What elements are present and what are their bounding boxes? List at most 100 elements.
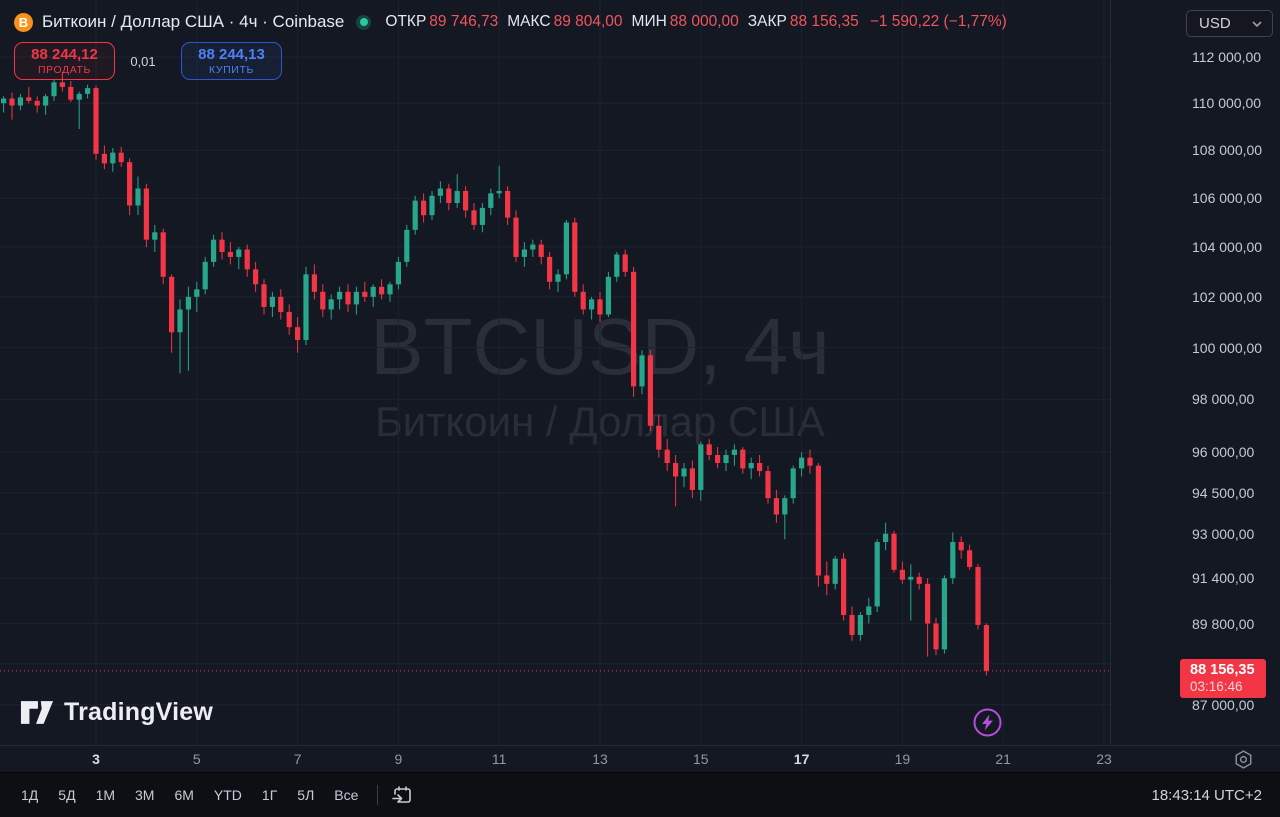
candle xyxy=(841,553,847,621)
candle xyxy=(17,93,23,111)
candle xyxy=(639,350,645,395)
tradingview-logo[interactable]: TradingView xyxy=(20,698,213,727)
sell-button[interactable]: 88 244,12 ПРОДАТЬ xyxy=(14,42,115,80)
range-button-5л[interactable]: 5Л xyxy=(290,782,321,808)
candle xyxy=(933,617,939,656)
candle xyxy=(76,91,82,129)
candle xyxy=(941,575,947,654)
candle xyxy=(118,146,124,167)
last-price-value: 88 156,35 xyxy=(1190,662,1255,678)
high-label: МАКС xyxy=(507,13,551,30)
time-axis-label: 9 xyxy=(394,751,403,767)
symbol-title[interactable]: Биткоин / Доллар США · 4ч · Coinbase xyxy=(42,12,345,31)
candle xyxy=(925,578,931,657)
bottom-toolbar: 1Д 5Д 1М 3М 6М YTD 1Г 5Л Все 18:43:14 UTC+2 xyxy=(0,772,1280,817)
range-button-1д[interactable]: 1Д xyxy=(14,782,45,808)
candle xyxy=(589,296,595,320)
close-value: 88 156,35 xyxy=(789,13,859,30)
candle xyxy=(496,165,502,199)
candle xyxy=(698,441,704,501)
low-value: 88 000,00 xyxy=(669,13,739,30)
price-axis[interactable]: 112 000,00 110 000,00 108 000,00 106 000,00… xyxy=(1110,0,1280,745)
candle xyxy=(479,203,485,233)
range-button-6м[interactable]: 6М xyxy=(167,782,200,808)
chart-legend: B Биткоин / Доллар США · 4ч · Coinbase О… xyxy=(14,9,1007,35)
range-button-5д[interactable]: 5Д xyxy=(51,782,82,808)
candle xyxy=(832,555,838,590)
candle xyxy=(916,572,922,590)
candlestick-chart[interactable] xyxy=(0,0,1110,745)
settings-gear-icon[interactable] xyxy=(1233,749,1254,770)
range-button-ytd[interactable]: YTD xyxy=(207,782,249,808)
candle xyxy=(664,438,670,472)
market-status-icon[interactable] xyxy=(356,14,372,30)
price-axis-label: 93 000,00 xyxy=(1192,525,1255,542)
currency-select[interactable]: USD xyxy=(1186,10,1273,37)
candle xyxy=(958,536,964,559)
candle xyxy=(967,544,973,570)
open-value: 89 746,73 xyxy=(429,13,499,30)
price-axis-label: 108 000,00 xyxy=(1192,142,1263,159)
range-button-3м[interactable]: 3М xyxy=(128,782,161,808)
price-axis-label: 98 000,00 xyxy=(1192,391,1255,408)
candle xyxy=(101,145,107,170)
price-axis-label: 91 400,00 xyxy=(1192,570,1255,587)
candle xyxy=(572,217,578,297)
price-axis-label: 106 000,00 xyxy=(1192,190,1263,207)
open-label: ОТКР xyxy=(385,13,427,30)
candle xyxy=(1,96,7,113)
candle xyxy=(362,281,368,302)
candle xyxy=(908,564,914,621)
buy-button[interactable]: 88 244,13 КУПИТЬ xyxy=(181,42,282,80)
time-axis-label: 13 xyxy=(592,751,608,767)
candle xyxy=(227,242,233,265)
candle xyxy=(891,530,897,573)
candle xyxy=(673,454,679,507)
candle xyxy=(605,271,611,318)
candle xyxy=(866,597,872,624)
toolbar-divider xyxy=(377,785,379,805)
candle xyxy=(404,224,410,267)
time-axis-label: 23 xyxy=(1096,751,1112,767)
time-axis-label: 19 xyxy=(894,751,911,767)
go-to-date-icon[interactable] xyxy=(390,782,416,808)
candle xyxy=(857,612,863,641)
candle xyxy=(85,84,91,99)
range-button-все[interactable]: Все xyxy=(327,782,365,808)
tradingview-logo-icon xyxy=(20,701,54,724)
candle xyxy=(278,289,284,320)
candle xyxy=(983,623,989,676)
candle xyxy=(269,291,275,318)
bitcoin-icon: B xyxy=(14,12,33,32)
spread-value: 0,01 xyxy=(130,53,156,69)
candle xyxy=(160,228,166,285)
candle xyxy=(236,247,242,270)
candle xyxy=(43,93,49,115)
ohlc-close: ЗАКР 88 156,35 xyxy=(748,13,859,31)
time-axis-label: 3 xyxy=(92,751,100,767)
clock[interactable]: 18:43:14 UTC+2 xyxy=(1151,786,1263,804)
chart-pane[interactable]: BTCUSD, 4ч Биткоин / Доллар США B Биткои… xyxy=(0,0,1110,745)
candle xyxy=(421,193,427,223)
candle xyxy=(622,249,628,277)
flash-icon[interactable] xyxy=(972,707,1003,738)
candle xyxy=(530,239,536,257)
ohlc-high: МАКС 89 804,00 xyxy=(507,13,622,31)
candle xyxy=(555,269,561,292)
candle xyxy=(538,239,544,265)
candle xyxy=(656,415,662,458)
candle xyxy=(706,438,712,461)
candle xyxy=(68,81,74,103)
time-axis-label: 15 xyxy=(693,751,709,767)
candle xyxy=(345,284,351,312)
sell-label: ПРОДАТЬ xyxy=(37,63,92,76)
range-button-1г[interactable]: 1Г xyxy=(255,782,284,808)
candle xyxy=(849,606,855,641)
candle xyxy=(740,446,746,474)
candle xyxy=(286,304,292,335)
time-axis[interactable]: 3 5 7 9 11 13 15 17 19 21 23 xyxy=(0,745,1280,772)
candle xyxy=(757,454,763,477)
candle xyxy=(194,281,200,312)
price-axis-label: 96 000,00 xyxy=(1192,444,1255,461)
range-button-1м[interactable]: 1М xyxy=(89,782,122,808)
